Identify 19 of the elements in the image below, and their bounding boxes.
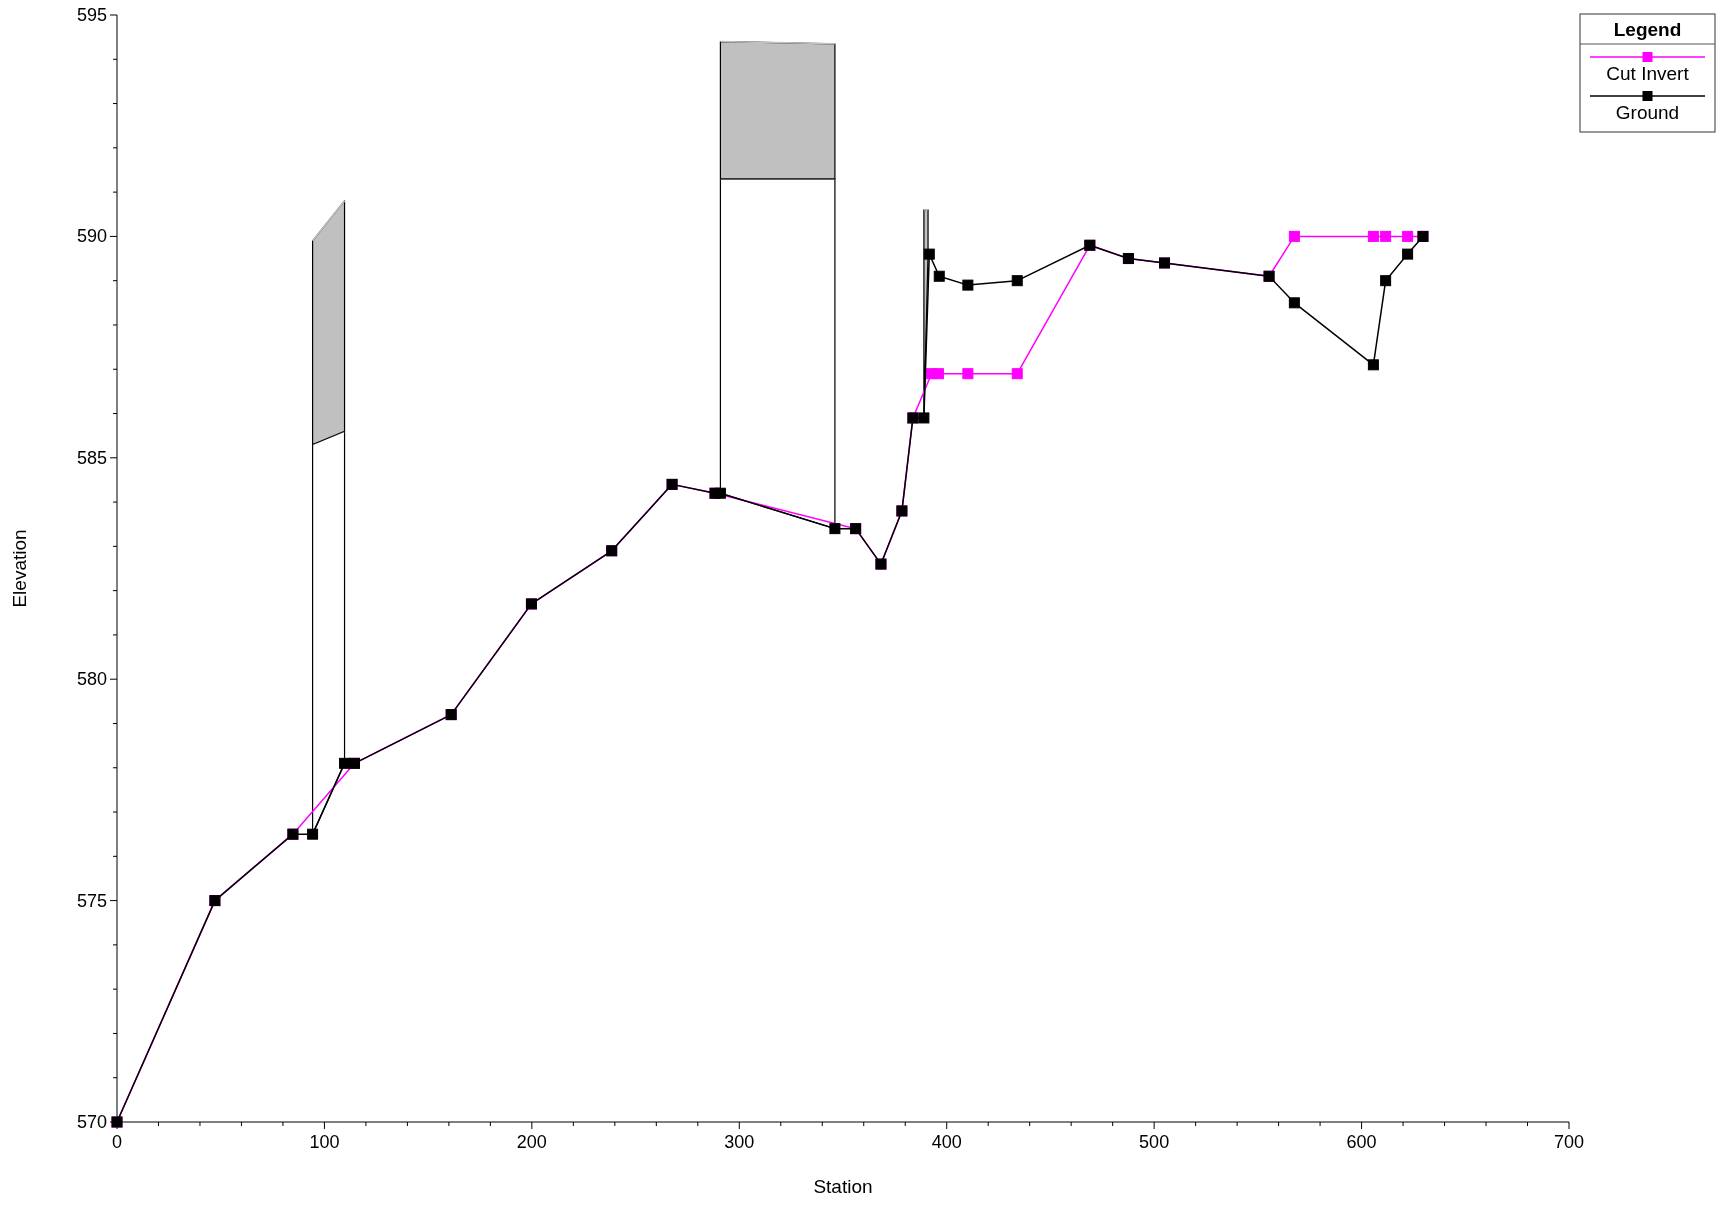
x-tick-label: 200 [516, 1132, 547, 1152]
legend-label: Cut Invert [1606, 63, 1690, 84]
y-tick-label: 585 [76, 447, 107, 468]
legend-title: Legend [1613, 19, 1682, 40]
x-tick-label: 500 [1139, 1132, 1170, 1152]
x-tick-label: 700 [1553, 1132, 1585, 1152]
x-tick-label: 400 [931, 1132, 962, 1152]
x-axis-title: Station [813, 1176, 873, 1197]
x-tick-label: 600 [1346, 1132, 1377, 1152]
x-tick-label: 100 [309, 1132, 340, 1152]
y-tick-label: 580 [76, 669, 107, 690]
y-tick-label: 575 [76, 890, 107, 911]
y-tick-label: 590 [76, 226, 107, 247]
x-tick-label: 0 [111, 1132, 123, 1152]
y-tick-label: 595 [76, 5, 107, 25]
legend-label: Ground [1615, 102, 1680, 123]
y-tick-label: 570 [76, 1112, 107, 1132]
x-tick-label: 300 [724, 1132, 755, 1152]
y-axis-title: Elevation [9, 529, 30, 608]
